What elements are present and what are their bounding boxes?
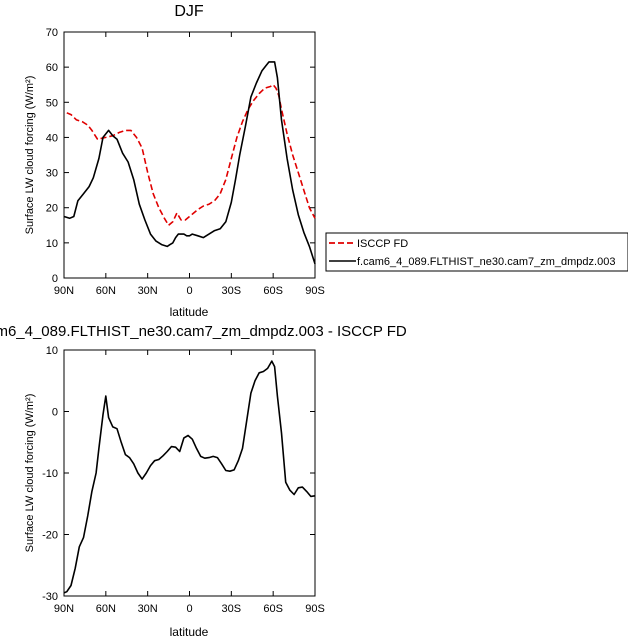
top-x-tick-label: 60S — [263, 285, 283, 297]
top-plot-frame — [63, 31, 316, 279]
top-chart-title: DJF — [174, 3, 204, 20]
bottom-x-axis: 90N 60N 30N 0 30S 60S 90S — [54, 350, 325, 615]
top-y-tick-label: 70 — [46, 27, 58, 39]
top-x-tick-label: 90N — [54, 285, 74, 297]
top-x-axis-label: latitude — [170, 305, 209, 319]
bottom-panel: f.cam6_4_089.FLTHIST_ne30.cam7_zm_dmpdz.… — [0, 323, 407, 639]
top-y-tick-label: 50 — [46, 97, 58, 109]
bottom-x-tick-label: 60S — [263, 603, 283, 615]
top-y-tick-label: 0 — [52, 273, 58, 285]
bottom-plot-frame — [63, 349, 316, 597]
legend-box — [325, 232, 628, 272]
top-x-axis: 90N 60N 30N 0 30S 60S 90S — [54, 32, 325, 297]
bottom-x-tick-label: 60N — [96, 603, 116, 615]
top-y-tick-label: 10 — [46, 238, 58, 250]
legend: ISCCP FD f.cam6_4_089.FLTHIST_ne30.cam7_… — [325, 232, 628, 272]
bottom-y-tick-label: -30 — [42, 591, 58, 603]
top-y-tick-label: 60 — [46, 62, 58, 74]
bottom-y-axis-label: Surface LW cloud forcing (W/m²) — [24, 394, 36, 553]
bottom-y-tick-label: -20 — [42, 530, 58, 542]
top-x-tick-label: 90S — [305, 285, 325, 297]
bottom-series-layer — [63, 360, 316, 594]
top-x-tick-label: 30N — [138, 285, 158, 297]
bottom-x-tick-label: 90N — [54, 603, 74, 615]
bottom-x-tick-label: 0 — [186, 603, 192, 615]
legend-label-isccp: ISCCP FD — [357, 238, 408, 250]
top-y-tick-label: 20 — [46, 203, 58, 215]
top-y-axis-label: Surface LW cloud forcing (W/m²) — [24, 76, 36, 235]
legend-label-model: f.cam6_4_089.FLTHIST_ne30.cam7_zm_dmpdz.… — [357, 256, 615, 268]
bottom-x-tick-label: 90S — [305, 603, 325, 615]
top-x-tick-label: 0 — [186, 285, 192, 297]
bottom-y-tick-label: -10 — [42, 468, 58, 480]
top-series-layer — [63, 61, 316, 265]
top-x-tick-label: 30S — [222, 285, 242, 297]
bottom-y-tick-label: 0 — [52, 407, 58, 419]
bottom-y-axis: -30 -20 -10 0 10 — [42, 345, 315, 603]
top-y-tick-label: 30 — [46, 168, 58, 180]
bottom-x-axis-label: latitude — [170, 625, 209, 639]
bottom-x-tick-label: 30N — [138, 603, 158, 615]
top-x-tick-label: 60N — [96, 285, 116, 297]
top-series-line-isccp — [66, 83, 316, 227]
top-y-tick-label: 40 — [46, 132, 58, 144]
bottom-y-tick-label: 10 — [46, 345, 58, 357]
top-y-axis: 0 10 20 30 40 50 60 70 — [46, 27, 315, 285]
top-series-line-model — [63, 61, 316, 265]
bottom-series-line-difference — [63, 360, 316, 594]
bottom-x-tick-label: 30S — [222, 603, 242, 615]
bottom-chart-title: f.cam6_4_089.FLTHIST_ne30.cam7_zm_dmpdz.… — [0, 323, 407, 340]
